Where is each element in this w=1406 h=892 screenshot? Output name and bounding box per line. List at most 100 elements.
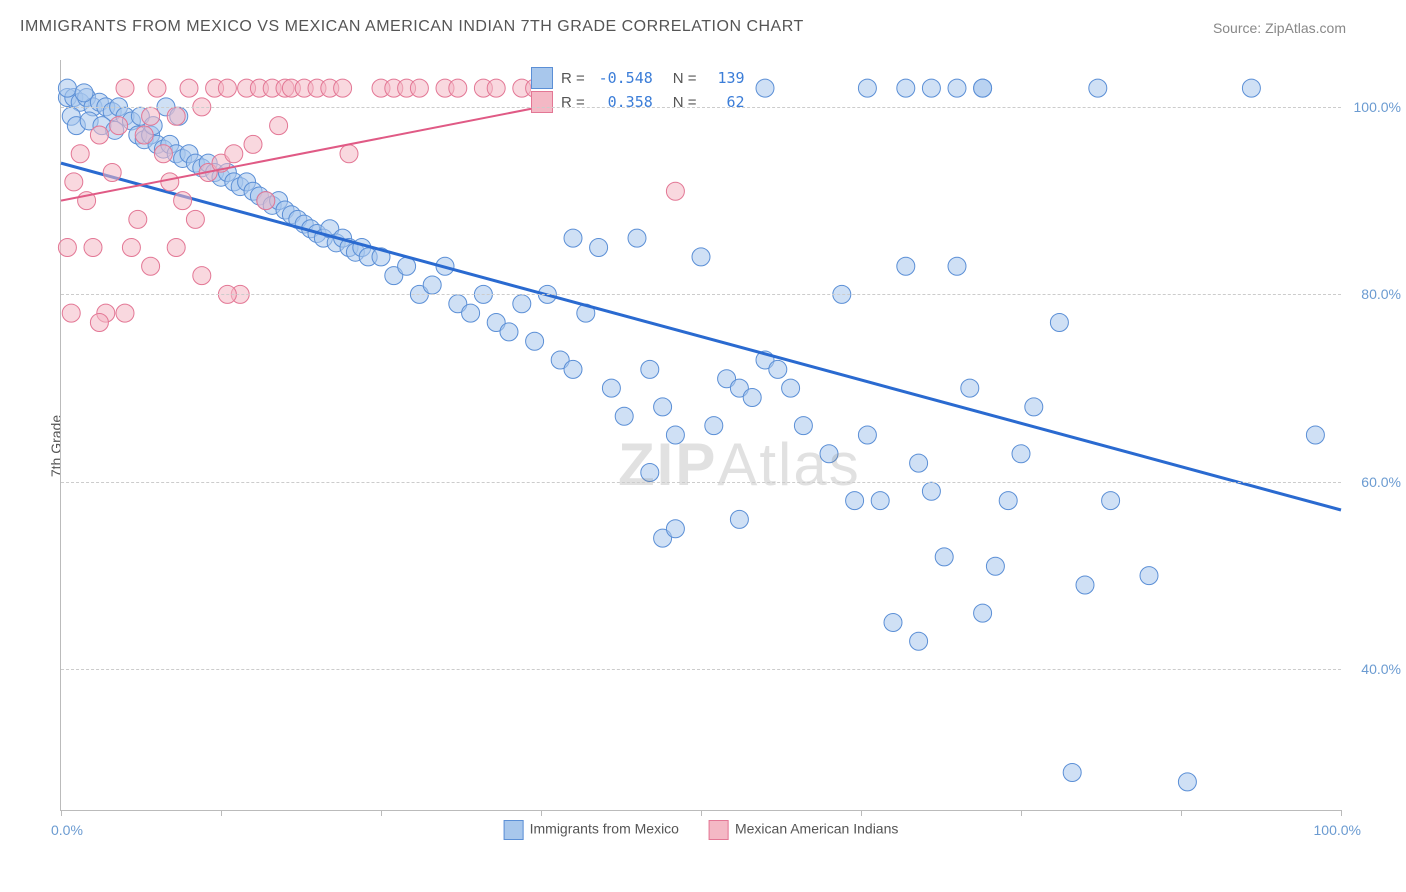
x-tick-mark: [1181, 810, 1182, 816]
data-point: [186, 210, 204, 228]
data-point: [1012, 445, 1030, 463]
data-point: [999, 492, 1017, 510]
x-tick-mark: [861, 810, 862, 816]
data-point: [564, 360, 582, 378]
legend-label: Mexican American Indians: [735, 821, 898, 837]
data-point: [769, 360, 787, 378]
data-point: [948, 79, 966, 97]
trend-line: [61, 163, 1341, 510]
data-point: [58, 239, 76, 257]
data-point: [167, 107, 185, 125]
data-point: [84, 239, 102, 257]
data-point: [340, 145, 358, 163]
data-point: [564, 229, 582, 247]
y-tick-label: 80.0%: [1346, 286, 1401, 302]
data-point: [910, 454, 928, 472]
data-point: [1102, 492, 1120, 510]
data-point: [334, 79, 352, 97]
data-point: [666, 182, 684, 200]
data-point: [615, 407, 633, 425]
data-point: [148, 79, 166, 97]
data-point: [167, 239, 185, 257]
data-point: [1306, 426, 1324, 444]
data-point: [922, 482, 940, 500]
x-tick-mark: [221, 810, 222, 816]
stat-n-value: 62: [705, 93, 745, 111]
data-point: [1178, 773, 1196, 791]
y-tick-label: 40.0%: [1346, 661, 1401, 677]
legend-label: Immigrants from Mexico: [530, 821, 679, 837]
data-point: [922, 79, 940, 97]
data-point: [500, 323, 518, 341]
data-point: [116, 304, 134, 322]
x-axis-max-label: 100.0%: [1314, 822, 1361, 838]
data-point: [1050, 314, 1068, 332]
data-point: [225, 145, 243, 163]
data-point: [602, 379, 620, 397]
stat-r-label: R =: [561, 94, 585, 111]
gridline: [61, 107, 1341, 108]
stat-n-label: N =: [673, 70, 697, 87]
data-point: [897, 257, 915, 275]
stat-n-label: N =: [673, 94, 697, 111]
data-point: [193, 267, 211, 285]
data-point: [1242, 79, 1260, 97]
data-point: [743, 389, 761, 407]
gridline: [61, 294, 1341, 295]
data-point: [1025, 398, 1043, 416]
data-point: [1063, 764, 1081, 782]
data-point: [180, 79, 198, 97]
data-point: [135, 126, 153, 144]
data-point: [654, 398, 672, 416]
stats-legend-row: R =0.358N =62: [531, 90, 745, 114]
legend-swatch: [709, 820, 729, 840]
data-point: [154, 145, 172, 163]
data-point: [462, 304, 480, 322]
data-point: [122, 239, 140, 257]
data-point: [756, 79, 774, 97]
data-point: [257, 192, 275, 210]
gridline: [61, 669, 1341, 670]
data-point: [449, 79, 467, 97]
data-point: [590, 239, 608, 257]
data-point: [858, 79, 876, 97]
x-axis-min-label: 0.0%: [51, 822, 83, 838]
stat-n-value: 139: [705, 69, 745, 87]
data-point: [961, 379, 979, 397]
legend-swatch: [531, 91, 553, 113]
data-point: [782, 379, 800, 397]
data-point: [858, 426, 876, 444]
data-point: [948, 257, 966, 275]
data-point: [423, 276, 441, 294]
chart-title: IMMIGRANTS FROM MEXICO VS MEXICAN AMERIC…: [20, 18, 804, 36]
data-point: [526, 332, 544, 350]
data-point: [910, 632, 928, 650]
data-point: [820, 445, 838, 463]
data-point: [90, 314, 108, 332]
y-tick-label: 100.0%: [1346, 99, 1401, 115]
data-point: [142, 257, 160, 275]
data-point: [641, 360, 659, 378]
data-point: [513, 295, 531, 313]
data-point: [142, 107, 160, 125]
data-point: [218, 79, 236, 97]
x-tick-mark: [1341, 810, 1342, 816]
data-point: [935, 548, 953, 566]
x-tick-mark: [61, 810, 62, 816]
data-point: [871, 492, 889, 510]
data-point: [174, 192, 192, 210]
legend-swatch: [531, 67, 553, 89]
stat-r-label: R =: [561, 70, 585, 87]
x-tick-mark: [1021, 810, 1022, 816]
y-tick-label: 60.0%: [1346, 474, 1401, 490]
data-point: [884, 614, 902, 632]
data-point: [974, 79, 992, 97]
source-attribution: Source: ZipAtlas.com: [1213, 20, 1346, 36]
legend-item: Immigrants from Mexico: [504, 820, 679, 840]
data-point: [58, 79, 76, 97]
stats-legend-row: R =-0.548N =139: [531, 66, 745, 90]
data-point: [62, 304, 80, 322]
chart-svg: [61, 60, 1341, 810]
data-point: [65, 173, 83, 191]
data-point: [103, 164, 121, 182]
